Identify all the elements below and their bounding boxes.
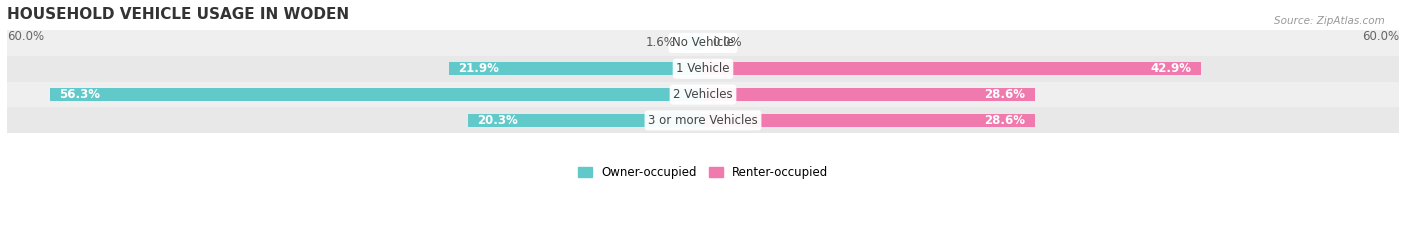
Bar [7, 107, 1399, 133]
Bar [703, 88, 1035, 101]
Text: 60.0%: 60.0% [1362, 30, 1399, 43]
Text: Source: ZipAtlas.com: Source: ZipAtlas.com [1274, 16, 1385, 26]
Text: 0.0%: 0.0% [713, 36, 742, 49]
Text: 1 Vehicle: 1 Vehicle [676, 62, 730, 75]
Bar [685, 36, 703, 50]
Legend: Owner-occupied, Renter-occupied: Owner-occupied, Renter-occupied [572, 162, 834, 184]
Bar [468, 114, 703, 127]
Bar [7, 56, 1399, 82]
Text: 56.3%: 56.3% [59, 88, 100, 101]
Text: 60.0%: 60.0% [7, 30, 44, 43]
Bar [703, 114, 1035, 127]
Bar [449, 62, 703, 75]
Text: No Vehicle: No Vehicle [672, 36, 734, 49]
Text: HOUSEHOLD VEHICLE USAGE IN WODEN: HOUSEHOLD VEHICLE USAGE IN WODEN [7, 7, 349, 22]
Text: 28.6%: 28.6% [984, 114, 1025, 127]
Text: 21.9%: 21.9% [458, 62, 499, 75]
Bar [49, 88, 703, 101]
Bar [703, 62, 1201, 75]
Text: 2 Vehicles: 2 Vehicles [673, 88, 733, 101]
Text: 20.3%: 20.3% [477, 114, 517, 127]
Text: 42.9%: 42.9% [1150, 62, 1191, 75]
Text: 1.6%: 1.6% [645, 36, 675, 49]
Bar [7, 30, 1399, 56]
Bar [7, 82, 1399, 107]
Text: 28.6%: 28.6% [984, 88, 1025, 101]
Text: 3 or more Vehicles: 3 or more Vehicles [648, 114, 758, 127]
